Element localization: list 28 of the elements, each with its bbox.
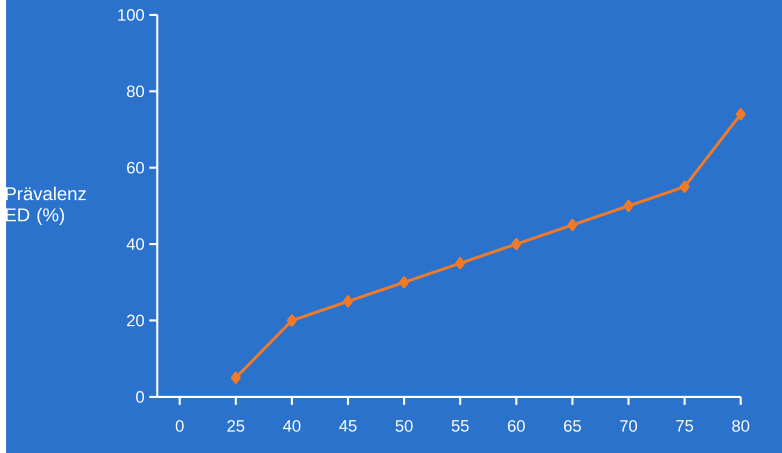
x-tick-label: 55 — [452, 420, 469, 432]
y-tick-label: 40 — [126, 238, 144, 250]
y-tick-label: 0 — [136, 390, 144, 403]
x-tick-label: 50 — [396, 420, 413, 432]
point — [736, 108, 746, 120]
point — [567, 218, 578, 231]
point — [511, 238, 522, 250]
x-tick-label: 25 — [227, 420, 244, 432]
x-tick-label: 65 — [564, 420, 581, 432]
y-axis-title: Prävalenz ED (%) — [6, 186, 86, 225]
point — [286, 314, 297, 326]
y-tick-label: 20 — [127, 314, 144, 326]
x-tick-label: 75 — [676, 420, 694, 432]
x-tick-label: 40 — [283, 420, 300, 432]
point — [343, 295, 353, 308]
y-tick-label: 80 — [126, 85, 144, 97]
point — [680, 180, 690, 193]
x-tick-label: 45 — [339, 420, 357, 432]
x-tick-label: 80 — [732, 420, 750, 432]
point — [230, 371, 241, 384]
x-tick-label: 0 — [176, 420, 184, 432]
point — [624, 200, 634, 212]
point — [455, 256, 466, 270]
point — [399, 276, 410, 288]
y-tick-label: 100 — [118, 8, 144, 21]
x-tick-label: 70 — [620, 420, 638, 432]
x-tick-label: 60 — [508, 420, 525, 432]
y-tick-label: 60 — [127, 162, 144, 174]
